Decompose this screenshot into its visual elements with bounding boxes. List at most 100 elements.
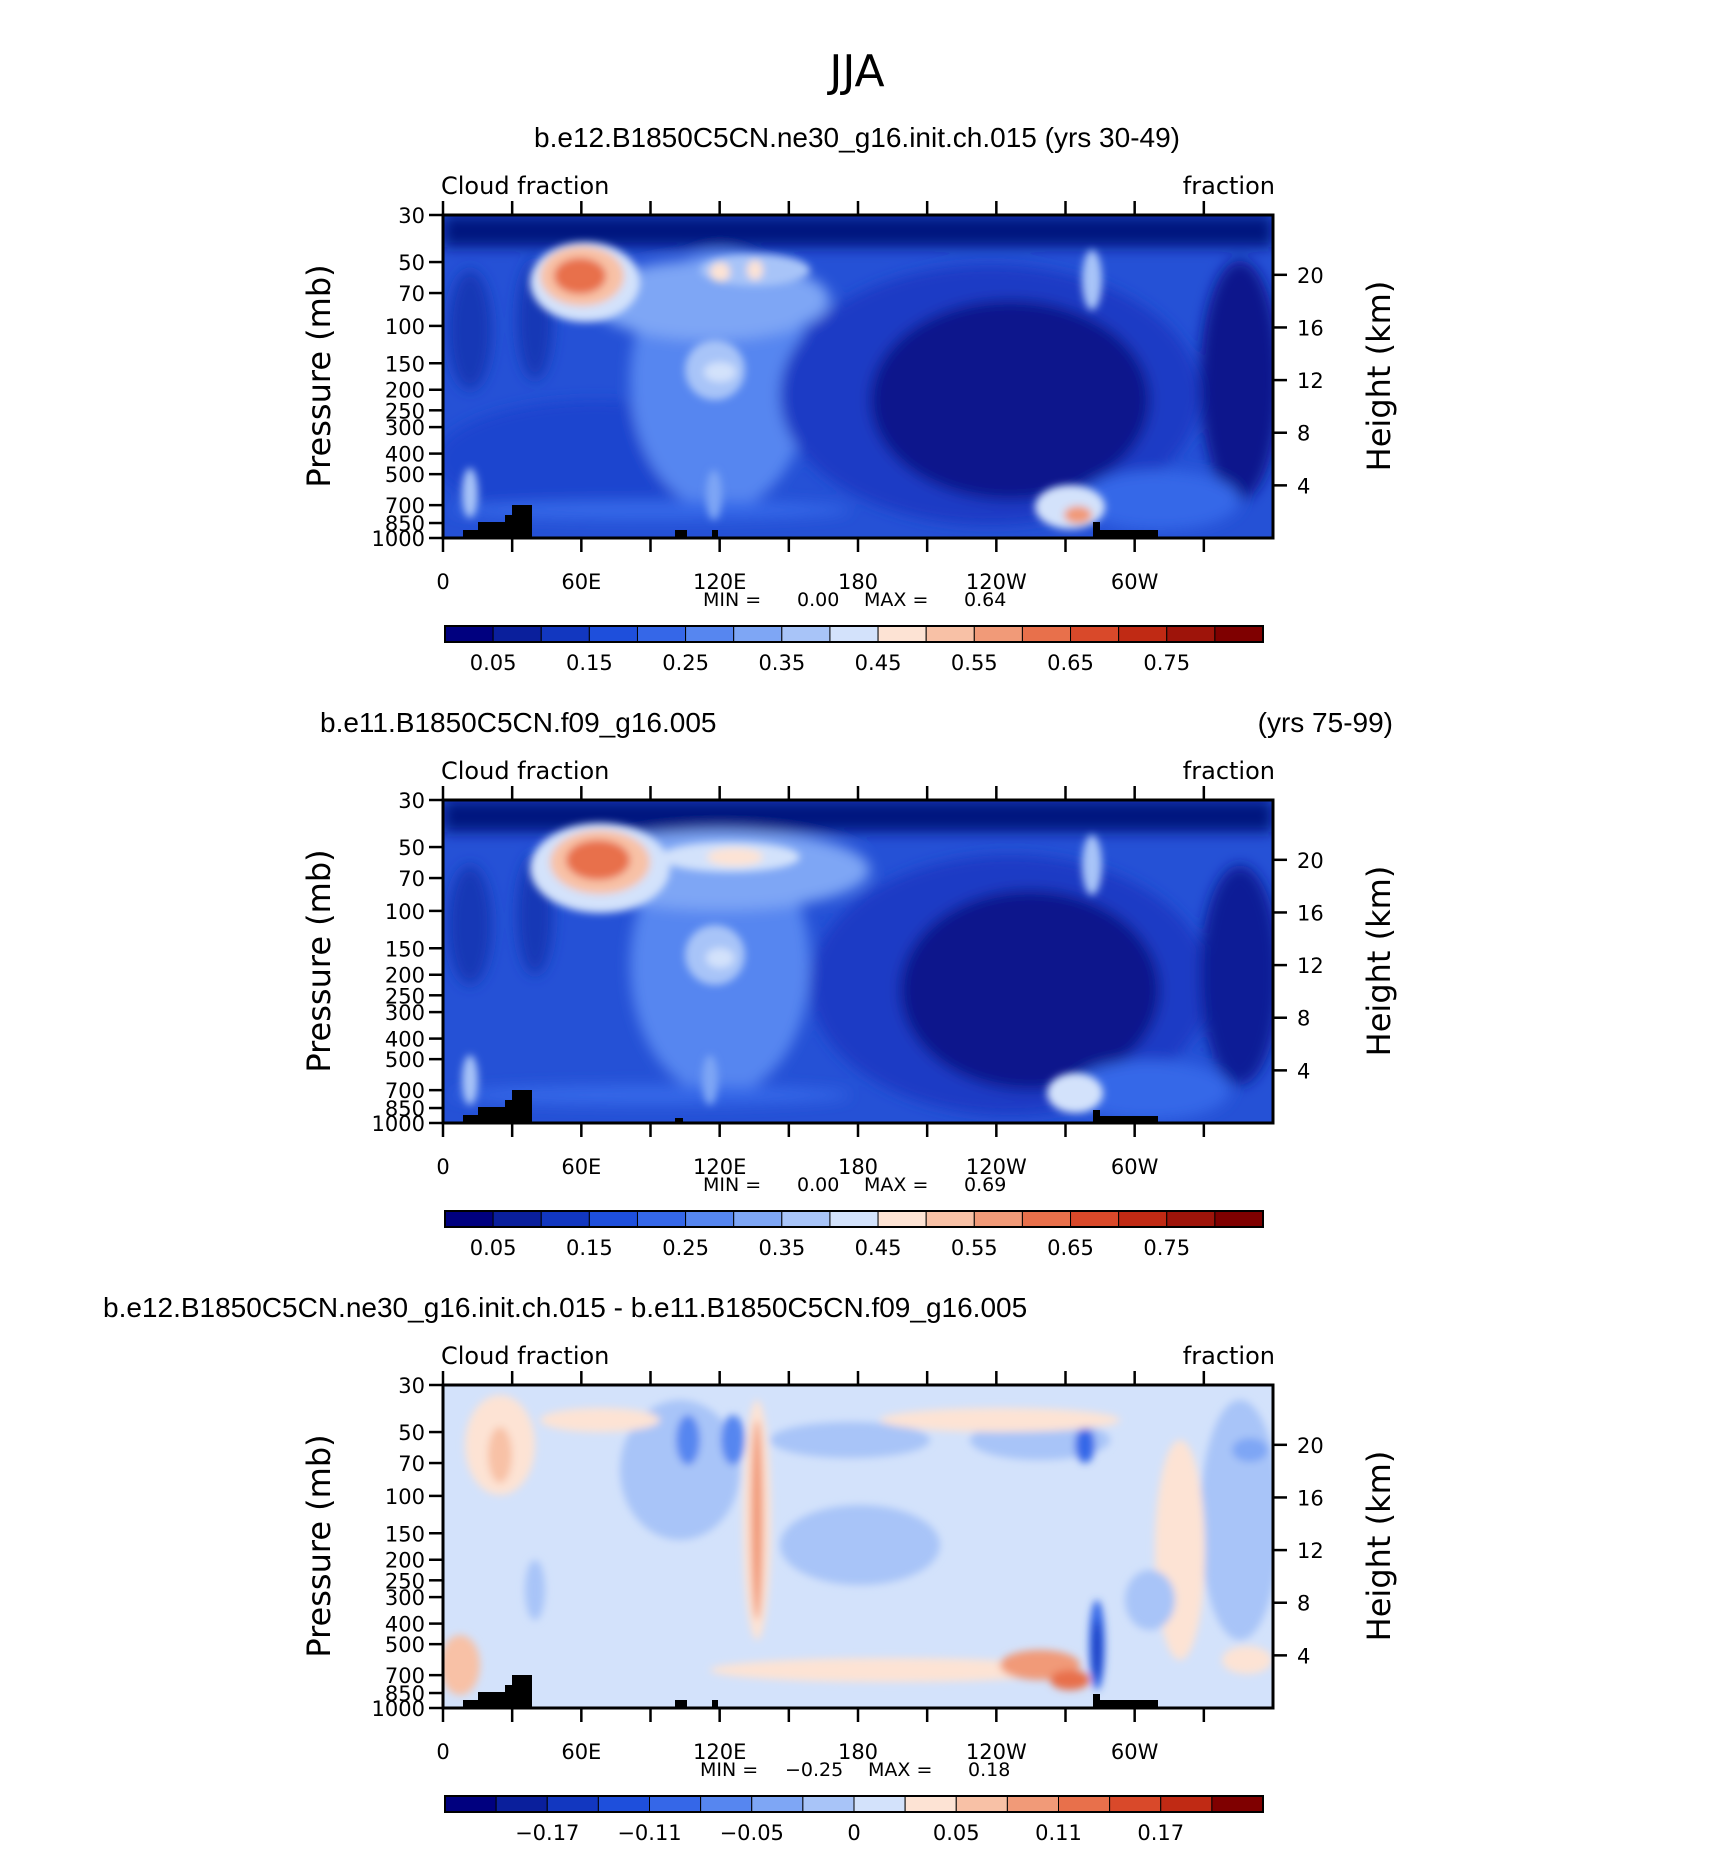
y-tick-label: 50 <box>398 836 425 860</box>
y-tick-label: 200 <box>385 379 425 403</box>
y-tick-label: 30 <box>398 1374 425 1398</box>
x-tick-label: 120E <box>693 1155 746 1179</box>
panel-2-min-value: 0.00 <box>797 1174 839 1196</box>
x-tick-label: 60W <box>1111 1155 1159 1179</box>
colorbar-swatch <box>1021 625 1072 643</box>
colorbar-frame <box>444 1795 1264 1813</box>
height-tick-label: 8 <box>1297 1592 1310 1616</box>
x-tick-label: 180 <box>838 1155 878 1179</box>
y-tick-label: 300 <box>385 1001 425 1025</box>
panel-2-units-label: fraction <box>1183 757 1275 785</box>
y-tick-label: 1000 <box>372 1697 425 1721</box>
colorbar-swatch <box>1211 1795 1264 1813</box>
colorbar-swatch <box>733 625 783 643</box>
colorbar-swatch <box>751 1795 804 1813</box>
panel-3-terrain <box>463 1675 1158 1708</box>
colorbar-frame <box>444 625 1264 643</box>
panel-1-terrain <box>463 505 1158 538</box>
x-tick-label: 60E <box>561 1740 601 1764</box>
colorbar-swatch <box>597 1795 650 1813</box>
colorbar-swatch <box>588 1210 638 1228</box>
colorbar-label: 0.55 <box>951 1236 998 1260</box>
colorbar-label: 0.55 <box>951 651 998 675</box>
panel-2-title: b.e11.B1850C5CN.f09_g16.005 <box>320 707 716 738</box>
y-tick-label: 250 <box>385 1569 425 1593</box>
y-tick-label: 30 <box>398 204 425 228</box>
height-tick-label: 8 <box>1297 1007 1310 1031</box>
panel-1-contour-field <box>443 215 1273 538</box>
colorbar-label: 0.05 <box>470 651 517 675</box>
x-tick-label: 120E <box>693 570 746 594</box>
panel-2-max-value: 0.69 <box>964 1174 1006 1196</box>
colorbar-swatch <box>546 1795 599 1813</box>
colorbar-label: 0.65 <box>1047 651 1094 675</box>
panel-2-x-ticks: 0 60E 120E 180 120W 60W <box>436 786 1206 1179</box>
height-tick-label: 4 <box>1297 1644 1310 1668</box>
panel-1-right-axis-label: Height (km) <box>1360 281 1398 472</box>
panel-3-title: b.e12.B1850C5CN.ne30_g16.init.ch.015 - b… <box>103 1292 1027 1323</box>
panel-3: b.e12.B1850C5CN.ne30_g16.init.ch.015 - b… <box>103 1292 1398 1845</box>
panel-3-max-value: 0.18 <box>968 1759 1010 1781</box>
colorbar-swatch <box>1006 1795 1059 1813</box>
x-tick-label: 60E <box>561 1155 601 1179</box>
panel-1-max-value: 0.64 <box>964 589 1006 611</box>
y-tick-label: 200 <box>385 964 425 988</box>
colorbar-swatch <box>1109 1795 1162 1813</box>
colorbar-swatch <box>1160 1795 1213 1813</box>
colorbar-swatch <box>636 625 687 643</box>
colorbar-label: 0.05 <box>470 1236 517 1260</box>
colorbar-label: 0.75 <box>1143 651 1190 675</box>
colorbar-swatch <box>973 1210 1023 1228</box>
colorbar-swatch <box>781 1210 831 1228</box>
y-tick-label: 150 <box>385 937 425 961</box>
height-tick-label: 20 <box>1297 264 1324 288</box>
colorbar-swatch <box>649 1795 702 1813</box>
panel-2: b.e11.B1850C5CN.f09_g16.005 (yrs 75-99) … <box>300 707 1398 1260</box>
panel-3-contour-field <box>443 1385 1273 1708</box>
colorbar-swatch <box>853 1795 906 1813</box>
colorbar-label: −0.05 <box>720 1821 784 1845</box>
height-tick-label: 16 <box>1297 1486 1324 1510</box>
x-tick-label: 0 <box>436 1740 449 1764</box>
height-tick-label: 16 <box>1297 901 1324 925</box>
colorbar-swatch <box>636 1210 687 1228</box>
panel-3-colorbar: −0.17 −0.11 −0.05 0 0.05 0.11 0.17 <box>444 1795 1264 1845</box>
y-tick-label: 700 <box>385 1664 425 1688</box>
panel-1-variable-label: Cloud fraction <box>441 172 609 200</box>
panel-3-units-label: fraction <box>1183 1342 1275 1370</box>
y-tick-label: 500 <box>385 463 425 487</box>
panel-2-contour-field <box>443 800 1273 1123</box>
colorbar-label: 0.25 <box>662 1236 709 1260</box>
y-tick-label: 500 <box>385 1048 425 1072</box>
panel-1-min-label: MIN = <box>703 589 761 611</box>
y-tick-label: 400 <box>385 1028 425 1052</box>
panel-2-terrain <box>463 1090 1158 1123</box>
panel-2-height-ticks: 20 16 12 8 4 <box>1273 849 1324 1083</box>
colorbar-label: −0.17 <box>515 1821 579 1845</box>
y-tick-label: 100 <box>385 1485 425 1509</box>
x-tick-label: 120W <box>966 1740 1027 1764</box>
height-tick-label: 8 <box>1297 422 1310 446</box>
colorbar-swatch <box>904 1795 957 1813</box>
panel-3-y-axis-label: Pressure (mb) <box>300 1434 338 1657</box>
colorbar-label: 0.17 <box>1137 1821 1184 1845</box>
colorbar-swatch <box>1166 1210 1216 1228</box>
x-tick-label: 0 <box>436 570 449 594</box>
panel-2-right-axis-label: Height (km) <box>1360 866 1398 1057</box>
height-tick-label: 16 <box>1297 316 1324 340</box>
colorbar-swatch <box>1214 625 1264 643</box>
panel-3-x-ticks: 0 60E 120E 180 120W 60W <box>436 1371 1206 1764</box>
colorbar-swatch <box>1166 625 1216 643</box>
colorbar-swatch <box>495 1795 548 1813</box>
colorbar-frame <box>444 1210 1264 1228</box>
y-tick-label: 30 <box>398 789 425 813</box>
figure-title: JJA <box>826 46 884 97</box>
colorbar-swatch <box>802 1795 855 1813</box>
panel-2-min-label: MIN = <box>703 1174 761 1196</box>
y-tick-label: 1000 <box>372 1112 425 1136</box>
colorbar-swatch <box>1118 625 1168 643</box>
x-tick-label: 120W <box>966 1155 1027 1179</box>
height-tick-label: 12 <box>1297 954 1324 978</box>
colorbar-swatch <box>925 625 975 643</box>
